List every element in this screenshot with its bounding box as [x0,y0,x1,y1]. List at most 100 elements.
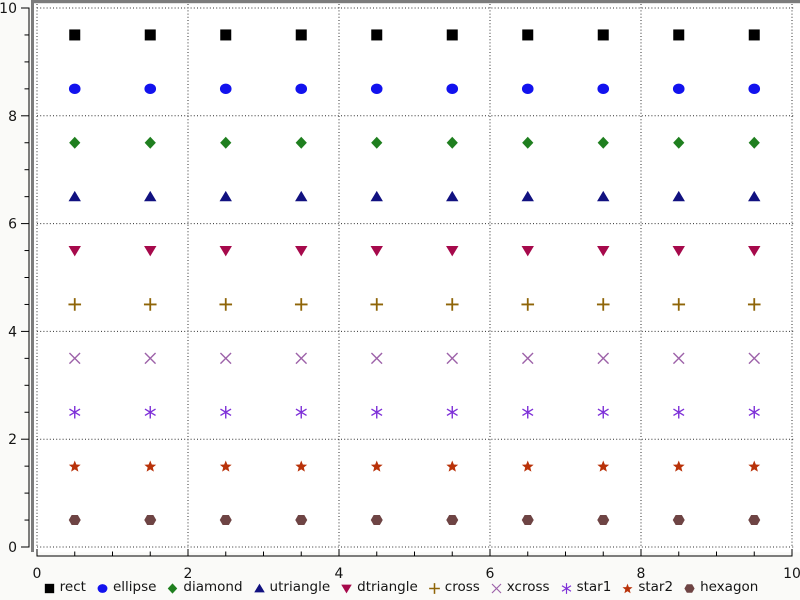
marker-diamond [144,136,156,149]
x-tick-label: 2 [184,566,193,582]
marker-star2 [521,460,534,472]
marker-rect [597,29,609,41]
x-tick-label: 10 [783,566,800,582]
legend-marker-utriangle-icon [253,583,265,592]
marker-cross [596,298,610,311]
marker-cross [428,582,440,594]
marker-star1 [371,405,383,419]
marker-diamond [748,136,760,149]
marker-cross [219,298,233,311]
marker-ellipse [446,83,459,95]
legend-marker-rect-icon [44,583,54,593]
marker-dtriangle [144,245,157,257]
marker-dtriangle [672,245,685,257]
legend-label: star2 [638,579,674,596]
y-tick-label: 2 [8,432,17,448]
legend-label: rect [59,579,86,596]
marker-star2 [597,460,610,472]
legend-label: utriangle [269,579,331,596]
x-tick-label: 8 [637,566,646,582]
marker-hexagon [684,583,695,593]
legend-item-utriangle: utriangle [252,579,331,596]
marker-rect [220,29,232,41]
marker-xcross [491,583,502,593]
marker-star2 [68,460,81,472]
legend: rect ellipse diamond utriangle dtriangle cros… [0,578,800,598]
marker-cross [294,298,308,311]
y-tick-label: 8 [8,109,17,125]
marker-hexagon [219,515,232,526]
marker-utriangle [295,190,308,202]
axes [21,7,793,557]
marker-star1 [446,405,458,419]
marker-hexagon [748,515,761,526]
marker-hexagon [144,515,157,526]
y-tick-label: 0 [8,540,17,556]
legend-marker-dtriangle-icon [341,584,352,593]
marker-dtriangle [748,245,761,257]
marker-xcross [597,352,610,365]
marker-ellipse [219,83,232,95]
marker-diamond [168,582,178,594]
legend-label: star1 [576,579,612,596]
legend-label: cross [444,579,480,596]
marker-rect [371,29,383,41]
legend-item-cross: cross [427,581,480,596]
marker-ellipse [97,583,108,593]
x-tick-label: 4 [335,566,344,582]
marker-utriangle [597,190,610,202]
marker-ellipse [521,83,534,95]
legend-label: hexagon [700,579,759,596]
marker-utriangle [370,190,383,202]
legend-marker-diamond-icon [168,582,178,594]
marker-rect [446,29,458,41]
legend-marker-star2-icon [622,583,633,593]
legend-marker-hexagon-icon [684,583,695,593]
marker-hexagon [521,515,534,526]
marker-star1 [295,405,307,419]
marker-cross [68,298,82,311]
marker-cross [521,298,535,311]
legend-item-star2: star2 [620,581,673,596]
marker-xcross [144,352,157,365]
legend-label: ellipse [112,579,157,596]
marker-diamond [446,136,458,149]
marker-utriangle [68,190,81,202]
marker-dtriangle [597,245,610,257]
marker-hexagon [446,515,459,526]
marker-ellipse [68,83,81,95]
marker-rect [748,29,760,41]
legend-marker-ellipse-icon [97,583,108,593]
marker-star2 [446,460,459,472]
legend-item-hexagon: hexagon [682,581,758,596]
marker-dtriangle [446,245,459,257]
marker-utriangle [219,190,232,202]
marker-cross [747,298,761,311]
marker-hexagon [68,515,81,526]
marker-xcross [672,352,685,365]
marker-star1 [673,405,685,419]
marker-star1 [522,405,534,419]
legend-item-star1: star1 [559,579,612,596]
marker-diamond [522,136,534,149]
marker-star2 [144,460,157,472]
marker-diamond [673,136,685,149]
marker-hexagon [295,515,308,526]
legend-item-xcross: xcross [489,581,550,596]
panel-border-left [31,0,34,552]
marker-hexagon [370,515,383,526]
y-tick-label: 10 [0,1,17,17]
marker-ellipse [672,83,685,95]
marker-utriangle [253,583,265,592]
x-tick-label: 0 [33,566,42,582]
y-tick-label: 6 [8,217,17,233]
marker-xcross [295,352,308,365]
marker-dtriangle [295,245,308,257]
marker-diamond [371,136,383,149]
marker-rect [144,29,156,41]
marker-star1 [597,405,609,419]
marker-star1 [561,582,571,594]
marker-star2 [219,460,232,472]
